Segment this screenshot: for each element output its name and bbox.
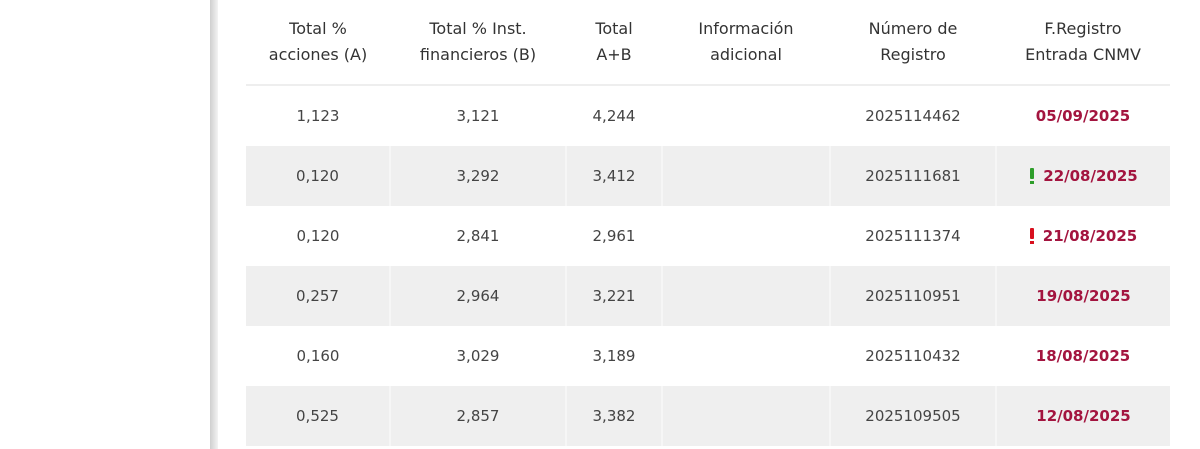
cell: 3,221	[566, 266, 663, 326]
date-cell: 12/08/2025	[996, 386, 1170, 446]
column-header: Total % acciones (A)	[246, 0, 390, 86]
sidebar	[0, 0, 210, 449]
table-body: 1,123 3,121 4,244 2025114462 05/09/2025 0,120…	[246, 85, 1170, 446]
column-header: F.Registro Entrada CNMV	[996, 0, 1170, 86]
info-cell	[662, 266, 831, 326]
cell: 3,189	[592, 347, 636, 365]
info-cell	[662, 386, 831, 446]
registration-date: 05/09/2025	[1035, 107, 1131, 125]
registration-date: 21/08/2025	[1042, 227, 1138, 245]
info-cell	[662, 326, 830, 386]
sidebar-shadow	[210, 0, 218, 449]
date-cell: 21/08/2025	[996, 206, 1170, 266]
column-header: Número de Registro	[830, 0, 996, 86]
registro-cell: 2025109505	[830, 386, 997, 446]
registro-cell: 2025111374	[865, 227, 961, 245]
table-row: 1,123 3,121 4,244 2025114462 05/09/2025	[246, 85, 1170, 146]
registration-date: 19/08/2025	[1036, 287, 1131, 305]
alert-icon	[1030, 168, 1035, 184]
cell: 2,961	[592, 227, 636, 245]
cell: 2,964	[390, 266, 567, 326]
cell: 0,257	[246, 266, 391, 326]
date-cell: 22/08/2025	[996, 146, 1170, 206]
info-cell	[662, 206, 830, 266]
column-header: Información adicional	[662, 0, 830, 86]
registro-cell: 2025110951	[830, 266, 997, 326]
date-cell: 19/08/2025	[996, 266, 1170, 326]
registro-cell: 2025114462	[865, 107, 961, 125]
column-header: Total % Inst. financieros (B)	[390, 0, 566, 86]
registration-date: 22/08/2025	[1043, 167, 1138, 185]
header-row: Total % acciones (A) Total % Inst. financ…	[246, 0, 1170, 86]
cell: 3,292	[390, 146, 567, 206]
table-row: 0,525 2,857 3,382 2025109505 12/08/2025	[246, 386, 1170, 446]
info-cell	[662, 85, 830, 146]
date-cell: 05/09/2025	[996, 85, 1170, 146]
column-header: Total A+B	[566, 0, 662, 86]
cell: 0,525	[246, 386, 391, 446]
table-row: 0,120 3,292 3,412 2025111681 22/08/2025	[246, 146, 1170, 206]
registration-date: 12/08/2025	[1036, 407, 1131, 425]
cell: 0,120	[296, 227, 340, 245]
cell: 3,412	[566, 146, 663, 206]
alert-icon	[1029, 228, 1034, 244]
registro-cell: 2025111681	[830, 146, 997, 206]
table-row: 0,120 2,841 2,961 2025111374 21/08/2025	[246, 206, 1170, 266]
table-row: 0,160 3,029 3,189 2025110432 18/08/2025	[246, 326, 1170, 386]
registration-date: 18/08/2025	[1035, 347, 1131, 365]
cell: 2,857	[390, 386, 567, 446]
cell: 2,841	[456, 227, 500, 245]
cell: 3,121	[456, 107, 500, 125]
cell: 0,160	[296, 347, 340, 365]
cell: 3,382	[566, 386, 663, 446]
positions-table: Total % acciones (A) Total % Inst. financ…	[246, 0, 1170, 446]
registro-cell: 2025110432	[865, 347, 961, 365]
cell: 0,120	[246, 146, 391, 206]
info-cell	[662, 146, 831, 206]
date-cell: 18/08/2025	[996, 326, 1170, 386]
cell: 4,244	[592, 107, 636, 125]
cell: 1,123	[296, 107, 340, 125]
table-row: 0,257 2,964 3,221 2025110951 19/08/2025	[246, 266, 1170, 326]
cell: 3,029	[456, 347, 500, 365]
